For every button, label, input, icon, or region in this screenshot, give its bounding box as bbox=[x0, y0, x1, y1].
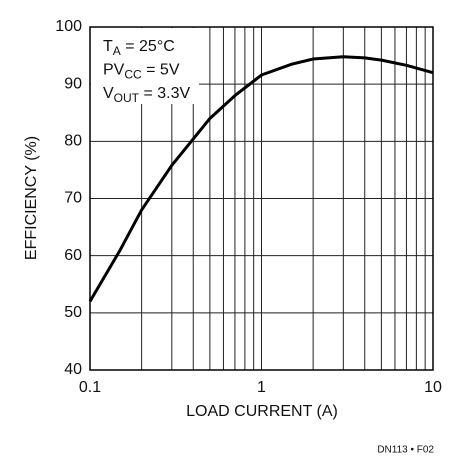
annotation: PVCC = 5V bbox=[103, 62, 180, 82]
annotation-rest: = 3.3V bbox=[139, 85, 190, 102]
annotation-sub: OUT bbox=[114, 91, 140, 105]
annotation-rest: = 5V bbox=[142, 62, 180, 79]
data-line bbox=[88, 55, 434, 303]
annotation-main: V bbox=[103, 85, 114, 102]
x-tick-label: 0.1 bbox=[79, 379, 101, 396]
x-axis-label: LOAD CURRENT (A) bbox=[186, 403, 338, 420]
annotation-box bbox=[91, 28, 199, 104]
x-tick-label: 10 bbox=[424, 379, 442, 396]
y-tick-label: 70 bbox=[64, 190, 82, 207]
annotation-sub: A bbox=[113, 44, 121, 58]
annotation: TA = 25°C bbox=[103, 38, 175, 58]
annotation-main: PV bbox=[103, 62, 125, 79]
y-tick-label: 60 bbox=[64, 247, 82, 264]
y-tick-label: 90 bbox=[64, 75, 82, 92]
y-tick-label: 40 bbox=[64, 361, 82, 378]
y-tick-label: 80 bbox=[64, 133, 82, 150]
annotation-sub: CC bbox=[124, 68, 142, 82]
annotation-main: T bbox=[103, 38, 113, 55]
annotation-rest: = 25°C bbox=[121, 38, 175, 55]
y-axis-label: EFFICIENCY (%) bbox=[23, 136, 40, 260]
x-tick-label: 1 bbox=[257, 379, 266, 396]
footnote: DN113 • F02 bbox=[377, 445, 434, 456]
plot-frame bbox=[89, 26, 434, 371]
annotation: VOUT = 3.3V bbox=[103, 85, 190, 105]
y-tick-label: 50 bbox=[64, 304, 82, 321]
y-tick-label: 100 bbox=[55, 18, 82, 35]
